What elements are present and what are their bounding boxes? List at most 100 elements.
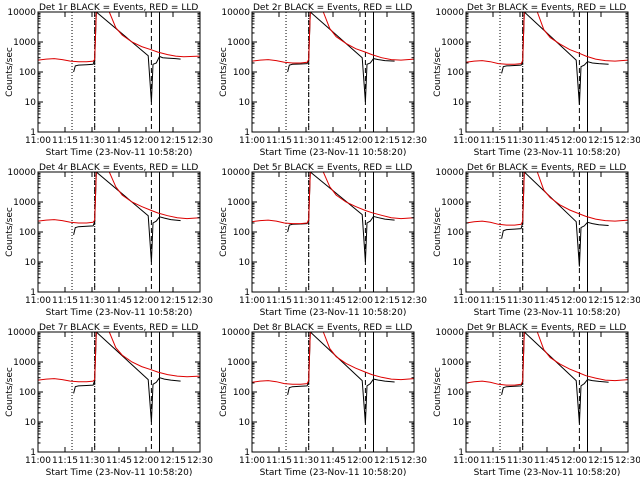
plot-frame (465, 171, 629, 293)
x-tick-label: 11:15 (266, 296, 292, 306)
chart-title: Det 3r BLACK = Events, RED = LLD (467, 3, 626, 13)
y-tick-label: 1 (458, 288, 464, 298)
series-line-events (73, 172, 181, 263)
y-tick-label: 10000 (221, 168, 250, 178)
x-tick-label: 12:15 (160, 456, 186, 466)
y-tick-label: 1 (244, 288, 250, 298)
x-tick-label: 12:30 (401, 136, 427, 146)
plot-frame (37, 331, 201, 453)
y-tick-label: 10 (25, 258, 37, 268)
chart-panel-4: Det 4r BLACK = Events, RED = LLD Counts/s… (5, 163, 213, 318)
y-tick-label: 10 (453, 418, 465, 428)
x-tick-label: 11:15 (52, 456, 78, 466)
x-tick-label: 11:30 (293, 136, 319, 146)
y-tick-label: 10000 (435, 8, 464, 18)
series-line-lld (466, 332, 628, 386)
x-tick-label: 12:00 (347, 456, 373, 466)
y-tick-label: 1 (244, 448, 250, 458)
x-tick-label: 11:15 (480, 136, 506, 146)
x-axis-label: Start Time (23-Nov-11 10:58:20) (260, 468, 407, 478)
y-tick-label: 1 (458, 448, 464, 458)
x-axis-label: Start Time (23-Nov-11 10:58:20) (46, 308, 193, 318)
y-axis-label: Counts/sec (433, 367, 443, 417)
y-axis-label: Counts/sec (219, 367, 229, 417)
x-tick-label: 11:30 (293, 456, 319, 466)
x-tick-label: 11:00 (25, 296, 51, 306)
series-line-lld (466, 12, 628, 65)
x-tick-label: 12:00 (561, 296, 587, 306)
x-tick-label: 12:15 (588, 456, 614, 466)
series-line-events (287, 332, 395, 424)
x-tick-label: 11:45 (534, 456, 560, 466)
series-line-lld (466, 172, 628, 226)
x-tick-label: 11:00 (239, 136, 265, 146)
x-tick-label: 11:45 (320, 296, 346, 306)
x-tick-label: 12:15 (374, 456, 400, 466)
y-tick-label: 10000 (435, 168, 464, 178)
x-tick-label: 11:45 (534, 296, 560, 306)
x-tick-label: 11:30 (79, 456, 105, 466)
chart-panel-9: Det 9r BLACK = Events, RED = LLD Counts/s… (433, 323, 640, 478)
x-tick-label: 11:45 (106, 456, 132, 466)
x-tick-label: 12:30 (187, 456, 213, 466)
x-tick-label: 11:15 (480, 456, 506, 466)
x-tick-label: 12:30 (401, 456, 427, 466)
series-line-lld (38, 172, 200, 224)
series-line-events (501, 332, 609, 424)
y-axis-label: Counts/sec (219, 47, 229, 97)
x-axis-label: Start Time (23-Nov-11 10:58:20) (474, 468, 621, 478)
series-line-events (501, 172, 609, 267)
chart-title: Det 7r BLACK = Events, RED = LLD (39, 323, 198, 333)
x-tick-label: 11:45 (320, 456, 346, 466)
y-tick-label: 10000 (435, 328, 464, 338)
x-tick-label: 11:00 (453, 136, 479, 146)
y-tick-label: 100 (447, 228, 464, 238)
series-line-events (73, 12, 181, 103)
y-tick-label: 100 (233, 228, 250, 238)
x-tick-label: 12:30 (401, 296, 427, 306)
chart-title: Det 8r BLACK = Events, RED = LLD (253, 323, 412, 333)
series-line-lld (252, 332, 414, 385)
x-tick-label: 12:00 (347, 136, 373, 146)
x-tick-label: 12:15 (160, 136, 186, 146)
x-tick-label: 12:15 (160, 296, 186, 306)
y-tick-label: 10 (239, 98, 251, 108)
y-tick-label: 100 (447, 68, 464, 78)
y-tick-label: 1000 (227, 358, 250, 368)
chart-title: Det 4r BLACK = Events, RED = LLD (39, 163, 198, 173)
plot-frame (465, 11, 629, 133)
x-tick-label: 11:30 (507, 456, 533, 466)
x-tick-label: 11:45 (534, 136, 560, 146)
chart-title: Det 9r BLACK = Events, RED = LLD (467, 323, 626, 333)
x-tick-label: 12:00 (561, 456, 587, 466)
y-tick-label: 1000 (441, 38, 464, 48)
x-tick-label: 12:00 (133, 456, 159, 466)
chart-panel-7: Det 7r BLACK = Events, RED = LLD Counts/s… (5, 323, 213, 478)
plot-frame (465, 331, 629, 453)
y-tick-label: 100 (233, 68, 250, 78)
x-tick-label: 11:15 (266, 136, 292, 146)
y-tick-label: 10000 (7, 168, 36, 178)
series-line-events (287, 172, 395, 263)
y-tick-label: 10 (239, 418, 251, 428)
y-tick-label: 1 (30, 448, 36, 458)
series-line-lld (38, 12, 200, 63)
series-line-lld (252, 12, 414, 64)
series-line-lld (38, 332, 200, 383)
y-axis-label: Counts/sec (5, 47, 15, 97)
y-tick-label: 10 (25, 418, 37, 428)
y-tick-label: 10000 (7, 8, 36, 18)
y-tick-label: 1000 (441, 358, 464, 368)
y-tick-label: 1 (30, 288, 36, 298)
y-tick-label: 100 (19, 68, 36, 78)
y-tick-label: 1000 (441, 198, 464, 208)
x-tick-label: 11:30 (79, 136, 105, 146)
chart-panel-1: Det 1r BLACK = Events, RED = LLD Counts/s… (5, 3, 213, 158)
y-tick-label: 10 (453, 258, 465, 268)
x-tick-label: 12:00 (133, 136, 159, 146)
chart-panel-5: Det 5r BLACK = Events, RED = LLD Counts/s… (219, 163, 427, 318)
x-tick-label: 12:15 (588, 296, 614, 306)
y-tick-label: 1000 (227, 198, 250, 208)
y-tick-label: 1000 (13, 358, 36, 368)
